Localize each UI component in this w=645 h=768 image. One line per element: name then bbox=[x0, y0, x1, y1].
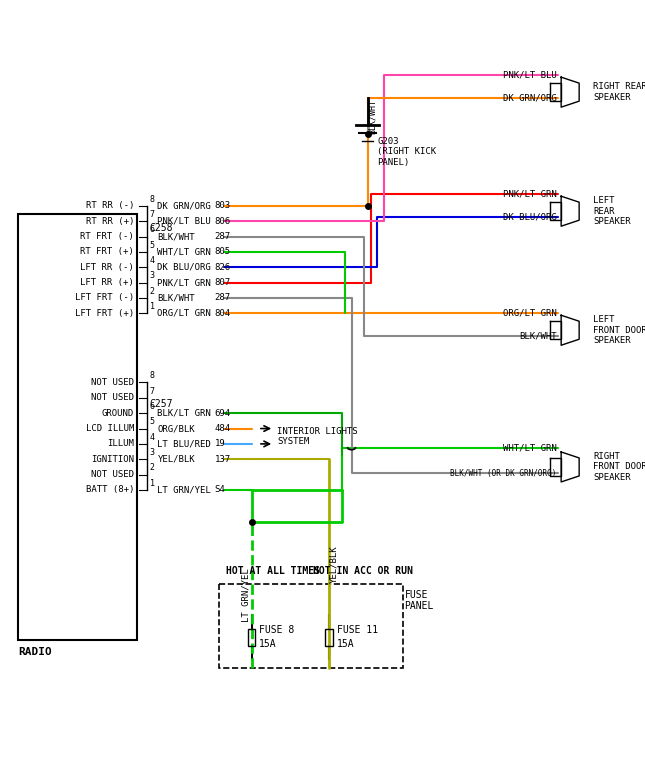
Text: ORG/LT GRN: ORG/LT GRN bbox=[157, 309, 211, 318]
Text: 4: 4 bbox=[150, 256, 155, 265]
Bar bbox=[325, 629, 333, 646]
Text: BLK/LT GRN: BLK/LT GRN bbox=[157, 409, 211, 418]
Text: 6: 6 bbox=[150, 402, 155, 411]
Text: ORG/BLK: ORG/BLK bbox=[157, 424, 195, 433]
Text: 7: 7 bbox=[150, 210, 155, 219]
Text: BATT (8+): BATT (8+) bbox=[86, 485, 134, 495]
Text: RIGHT
FRONT DOOR
SPEAKER: RIGHT FRONT DOOR SPEAKER bbox=[593, 452, 645, 482]
Text: LEFT
FRONT DOOR
SPEAKER: LEFT FRONT DOOR SPEAKER bbox=[593, 316, 645, 345]
Text: RIGHT REAR
SPEAKER: RIGHT REAR SPEAKER bbox=[593, 82, 645, 102]
Text: LCD ILLUM: LCD ILLUM bbox=[86, 424, 134, 433]
Text: 6: 6 bbox=[150, 225, 155, 234]
Text: S4: S4 bbox=[215, 485, 226, 495]
Text: DK GRN/ORG: DK GRN/ORG bbox=[157, 201, 211, 210]
Text: C257: C257 bbox=[150, 399, 173, 409]
Text: 2: 2 bbox=[150, 463, 155, 472]
Text: LFT FRT (+): LFT FRT (+) bbox=[75, 309, 134, 318]
Text: 805: 805 bbox=[215, 247, 231, 257]
Text: C258: C258 bbox=[150, 223, 173, 233]
Text: RT FRT (+): RT FRT (+) bbox=[81, 247, 134, 257]
Text: PNK/LT BLU: PNK/LT BLU bbox=[157, 217, 211, 226]
Bar bbox=[18, 214, 137, 640]
Text: 826: 826 bbox=[215, 263, 231, 272]
Text: BLK/WHT: BLK/WHT bbox=[157, 232, 195, 241]
Text: 287: 287 bbox=[215, 232, 231, 241]
Text: 19: 19 bbox=[215, 439, 226, 449]
Text: 8: 8 bbox=[150, 194, 155, 204]
Text: WHT/LT GRN: WHT/LT GRN bbox=[157, 247, 211, 257]
Text: LT GRN/YEL: LT GRN/YEL bbox=[242, 568, 251, 622]
Text: BLK/WHT: BLK/WHT bbox=[519, 332, 557, 341]
Text: FUSE 8: FUSE 8 bbox=[259, 624, 295, 635]
Text: LEFT
REAR
SPEAKER: LEFT REAR SPEAKER bbox=[593, 197, 631, 226]
Text: LFT RR (+): LFT RR (+) bbox=[81, 278, 134, 287]
Text: HOT IN ACC OR RUN: HOT IN ACC OR RUN bbox=[313, 566, 413, 576]
Text: RADIO: RADIO bbox=[18, 647, 52, 657]
Text: DK GRN/ORG: DK GRN/ORG bbox=[503, 94, 557, 103]
Text: G203
(RIGHT KICK
PANEL): G203 (RIGHT KICK PANEL) bbox=[377, 137, 437, 167]
Text: RT RR (-): RT RR (-) bbox=[86, 201, 134, 210]
Text: LFT FRT (-): LFT FRT (-) bbox=[75, 293, 134, 303]
Text: FUSE
PANEL: FUSE PANEL bbox=[404, 590, 434, 611]
Text: LT GRN/YEL: LT GRN/YEL bbox=[157, 485, 211, 495]
Text: GROUND: GROUND bbox=[102, 409, 134, 418]
Text: ILLUM: ILLUM bbox=[107, 439, 134, 449]
Text: FUSE 11: FUSE 11 bbox=[337, 624, 378, 635]
Text: BLK/WHT (OR DK GRN/ORG): BLK/WHT (OR DK GRN/ORG) bbox=[450, 468, 557, 478]
Text: PNK/LT GRN: PNK/LT GRN bbox=[503, 190, 557, 199]
Text: 803: 803 bbox=[215, 201, 231, 210]
Text: 807: 807 bbox=[215, 278, 231, 287]
Text: YEL/BLK: YEL/BLK bbox=[330, 545, 339, 582]
Bar bbox=[248, 629, 255, 646]
Text: IGNITION: IGNITION bbox=[91, 455, 134, 464]
Text: WHT/LT GRN: WHT/LT GRN bbox=[503, 443, 557, 452]
Text: BLK/WHT: BLK/WHT bbox=[157, 293, 195, 303]
Text: 137: 137 bbox=[215, 455, 231, 464]
Bar bbox=[219, 584, 403, 668]
Text: PNK/LT BLU: PNK/LT BLU bbox=[503, 71, 557, 80]
Text: RT RR (+): RT RR (+) bbox=[86, 217, 134, 226]
Text: NOT USED: NOT USED bbox=[91, 470, 134, 479]
Text: LFT RR (-): LFT RR (-) bbox=[81, 263, 134, 272]
Text: 7: 7 bbox=[150, 386, 155, 396]
Text: 15A: 15A bbox=[259, 638, 277, 649]
Text: 15A: 15A bbox=[337, 638, 354, 649]
Text: YEL/BLK: YEL/BLK bbox=[157, 455, 195, 464]
Text: RT FRT (-): RT FRT (-) bbox=[81, 232, 134, 241]
Text: PNK/LT GRN: PNK/LT GRN bbox=[157, 278, 211, 287]
Text: LT BLU/RED: LT BLU/RED bbox=[157, 439, 211, 449]
Text: 287: 287 bbox=[215, 293, 231, 303]
Text: NOT USED: NOT USED bbox=[91, 378, 134, 387]
Text: INTERIOR LIGHTS
SYSTEM: INTERIOR LIGHTS SYSTEM bbox=[277, 426, 358, 446]
Text: DK BLU/ORG: DK BLU/ORG bbox=[503, 213, 557, 222]
Text: 1: 1 bbox=[150, 478, 155, 488]
Text: 1: 1 bbox=[150, 302, 155, 311]
Text: NOT USED: NOT USED bbox=[91, 393, 134, 402]
Text: 806: 806 bbox=[215, 217, 231, 226]
Text: ORG/LT GRN: ORG/LT GRN bbox=[503, 309, 557, 318]
Text: DK BLU/ORG: DK BLU/ORG bbox=[157, 263, 211, 272]
Text: 484: 484 bbox=[215, 424, 231, 433]
Text: 5: 5 bbox=[150, 240, 155, 250]
Text: 3: 3 bbox=[150, 271, 155, 280]
Text: 4: 4 bbox=[150, 432, 155, 442]
Text: HOT AT ALL TIMES: HOT AT ALL TIMES bbox=[226, 566, 320, 576]
Text: BLK/WHT: BLK/WHT bbox=[368, 99, 377, 134]
Text: 2: 2 bbox=[150, 286, 155, 296]
Text: 694: 694 bbox=[215, 409, 231, 418]
Text: 3: 3 bbox=[150, 448, 155, 457]
Text: 804: 804 bbox=[215, 309, 231, 318]
Text: 5: 5 bbox=[150, 417, 155, 426]
Text: 8: 8 bbox=[150, 371, 155, 380]
